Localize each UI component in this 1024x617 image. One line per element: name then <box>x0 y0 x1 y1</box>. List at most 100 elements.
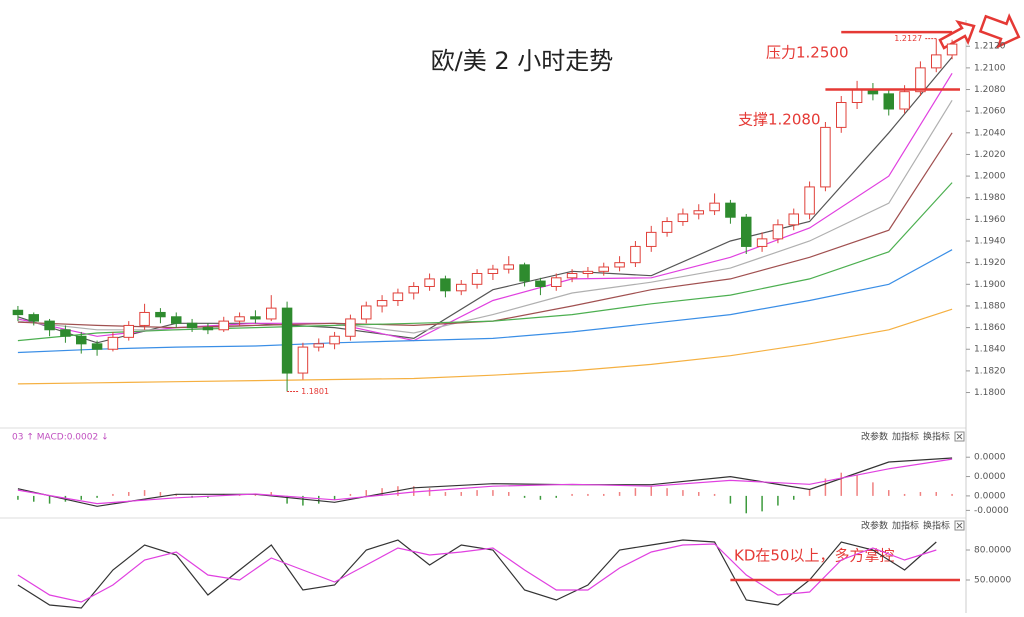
candle-body <box>566 272 578 279</box>
candle-body <box>392 292 404 302</box>
close-button[interactable] <box>954 431 965 442</box>
candle-body <box>899 91 910 110</box>
y-tick-label: 1.1800 <box>974 388 1006 398</box>
button[interactable]: 换指标 <box>923 520 950 532</box>
candle-body <box>297 346 309 374</box>
y-tick-label: 1.1820 <box>974 366 1006 376</box>
candle-body <box>281 307 293 374</box>
candle-body <box>139 311 150 326</box>
candle-body <box>313 343 324 348</box>
candle-body <box>646 231 657 247</box>
candle-body <box>345 318 356 337</box>
candle-body <box>741 216 752 247</box>
y-tick-label: 1.2040 <box>974 128 1006 138</box>
candle-body <box>60 329 71 337</box>
button[interactable]: 改参数 <box>861 520 888 532</box>
indicator-line <box>17 308 953 385</box>
candle-body <box>772 224 784 240</box>
candle-body <box>456 283 467 292</box>
candle-body <box>234 316 245 322</box>
y-tick-label: 1.1980 <box>974 193 1006 203</box>
candle-body <box>693 210 704 215</box>
button[interactable]: 加指标 <box>892 520 919 532</box>
button[interactable]: 加指标 <box>892 431 919 443</box>
candle-body <box>756 238 768 247</box>
candle-body <box>519 264 530 282</box>
candle-body <box>487 268 499 274</box>
candle-body <box>598 266 609 272</box>
candle-body <box>915 67 926 93</box>
candle-body <box>250 316 261 320</box>
candle-body <box>661 221 673 233</box>
y-tick-label: 0.0000 <box>974 491 1006 501</box>
candle-body <box>218 320 229 331</box>
candle-body <box>883 93 894 110</box>
candle-body <box>186 322 198 329</box>
candle-body <box>931 54 942 69</box>
extreme-label: 1.1801 <box>301 387 329 396</box>
y-tick-label: 1.1920 <box>974 258 1006 268</box>
y-tick-label: 80.0000 <box>974 546 1011 556</box>
indicator-line <box>17 249 953 354</box>
candle-body <box>171 316 182 324</box>
candle-body <box>44 320 55 331</box>
candle-body <box>12 309 24 316</box>
candle-body <box>851 89 863 104</box>
candle-body <box>376 300 388 307</box>
candle-body <box>836 102 847 128</box>
arrow-icon <box>938 13 1021 50</box>
annotation: KD在50以上，多方掌控 <box>734 547 894 565</box>
candle-body <box>582 270 594 274</box>
candle-body <box>614 262 625 268</box>
y-tick-label: 1.1960 <box>974 215 1006 225</box>
y-tick-label: 1.1880 <box>974 301 1006 311</box>
candle-body <box>424 278 435 287</box>
indicator-line <box>17 543 937 603</box>
indicator-line <box>17 99 953 334</box>
y-tick-label: 1.2000 <box>974 172 1006 182</box>
candle-body <box>76 335 87 345</box>
y-tick-label: 1.2080 <box>974 85 1006 95</box>
candle-body <box>788 213 799 226</box>
candle-body <box>804 186 815 215</box>
y-tick-label: 1.1840 <box>974 345 1006 355</box>
annotation: 支撑1.2080 <box>738 111 821 129</box>
candle-body <box>123 324 134 338</box>
y-tick-label: 1.2020 <box>974 150 1006 160</box>
button[interactable]: 换指标 <box>923 431 950 443</box>
y-tick-label: 0.0000 <box>974 472 1006 482</box>
candle-body <box>551 277 562 287</box>
candle-body <box>155 311 166 318</box>
y-tick-label: 0.0000 <box>974 453 1006 463</box>
candle-body <box>91 343 103 350</box>
macd-header: 03 ↑ MACD:0.0002 ↓ <box>12 433 109 443</box>
annotation: 压力1.2500 <box>766 44 849 62</box>
y-tick-label: 1.1940 <box>974 237 1006 247</box>
candle-body <box>709 202 720 212</box>
y-tick-label: 1.1860 <box>974 323 1006 333</box>
button[interactable]: 改参数 <box>861 431 888 443</box>
candle-body <box>329 335 340 345</box>
y-tick-label: -0.0000 <box>974 506 1009 516</box>
candle-body <box>725 202 736 218</box>
candle-body <box>535 280 546 287</box>
indicator-line <box>17 457 953 507</box>
extreme-label: 1.2127 <box>894 34 922 43</box>
candle-body <box>266 307 277 320</box>
y-tick-label: 1.1900 <box>974 280 1006 290</box>
candle-body <box>28 314 39 322</box>
candle-body <box>440 278 451 292</box>
candle-body <box>408 285 419 294</box>
candle-body <box>107 336 119 350</box>
candle-body <box>361 305 372 320</box>
y-tick-label: 1.2060 <box>974 107 1006 117</box>
candle-body <box>820 126 831 188</box>
candle-body <box>202 327 214 331</box>
indicator-line <box>17 458 953 505</box>
chart-title: 欧/美 2 小时走势 <box>431 47 614 75</box>
candle-body <box>503 264 514 270</box>
y-tick-label: 1.2120 <box>974 42 1006 52</box>
indicator-line <box>17 132 953 329</box>
close-button[interactable] <box>954 520 965 531</box>
